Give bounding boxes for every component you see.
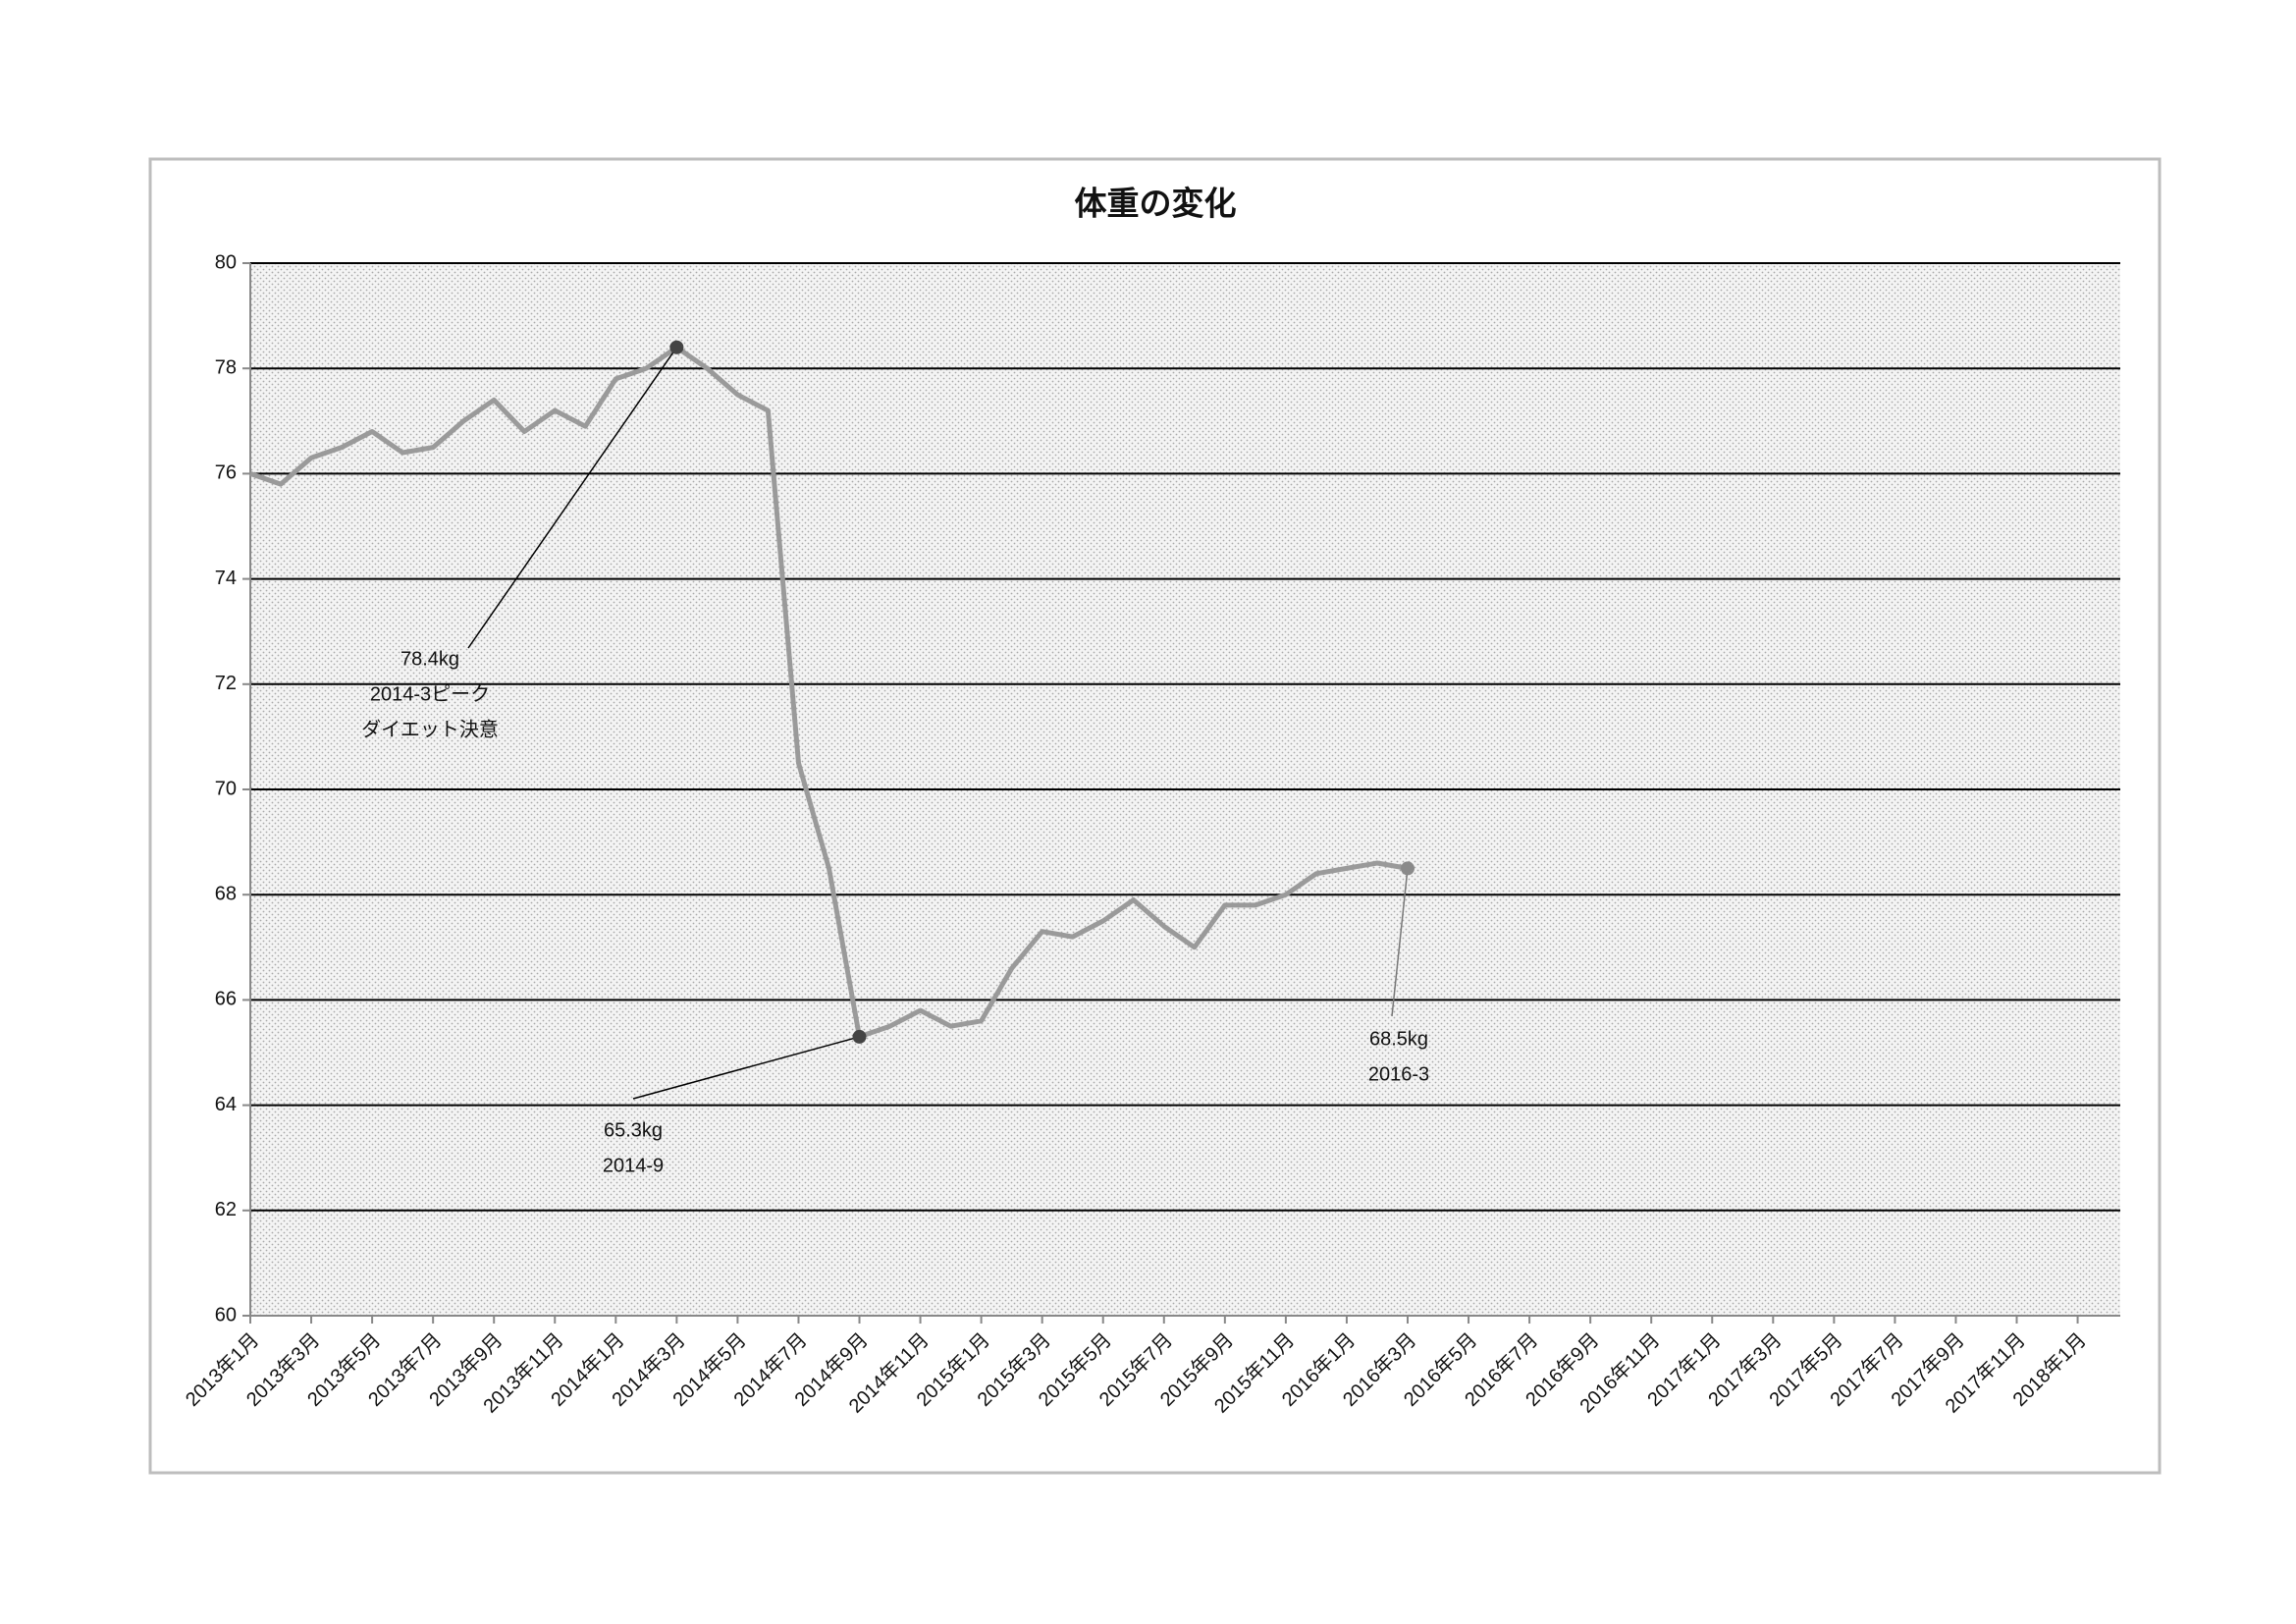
annotation-text: 2014-9 — [603, 1155, 664, 1176]
y-tick-label: 80 — [215, 251, 237, 273]
annotation-marker — [852, 1029, 867, 1044]
y-tick-label: 78 — [215, 356, 237, 378]
y-tick-label: 70 — [215, 778, 237, 799]
y-tick-label: 60 — [215, 1304, 237, 1326]
chart-title: 体重の変化 — [1075, 186, 1237, 222]
data-line — [249, 345, 1409, 1040]
annotation-leader — [1391, 868, 1409, 1017]
annotation-text: ダイエット決意 — [361, 718, 499, 740]
annotation-text: 78.4kg — [400, 648, 459, 670]
annotation-leader — [467, 347, 677, 649]
y-tick-label: 74 — [215, 568, 237, 589]
annotation-text: 2014-3ピーク — [370, 682, 490, 705]
y-tick-label: 68 — [215, 883, 237, 904]
y-tick-label: 62 — [215, 1199, 237, 1220]
y-tick-label: 76 — [215, 462, 237, 484]
y-tick-label: 66 — [215, 989, 237, 1010]
annotation-leader — [632, 1036, 860, 1100]
annotation-text: 2016-3 — [1368, 1063, 1429, 1085]
annotation-marker — [1400, 861, 1415, 876]
y-tick-label: 64 — [215, 1094, 237, 1115]
annotation-marker — [669, 340, 684, 354]
annotation-text: 65.3kg — [604, 1119, 663, 1141]
y-tick-label: 72 — [215, 673, 237, 694]
annotation-text: 68.5kg — [1369, 1028, 1428, 1050]
